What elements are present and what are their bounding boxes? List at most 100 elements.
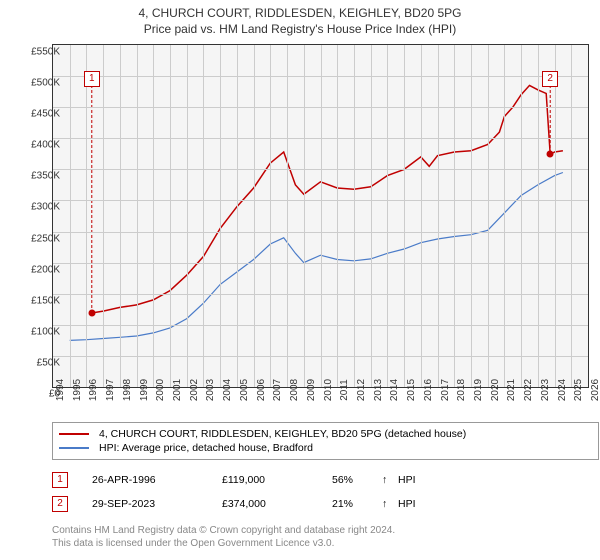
chart-subtitle: Price paid vs. HM Land Registry's House … [0, 22, 600, 36]
marker-dot [547, 151, 554, 158]
title-block: 4, CHURCH COURT, RIDDLESDEN, KEIGHLEY, B… [0, 0, 600, 36]
gridline-v [304, 45, 305, 387]
gridline-v [421, 45, 422, 387]
x-tick-label: 2015 [406, 379, 417, 401]
sale-vs-label: HPI [398, 498, 416, 510]
gridline-v [438, 45, 439, 387]
x-tick-label: 1997 [105, 379, 116, 401]
y-tick-label: £500K [31, 78, 60, 89]
x-tick-label: 2009 [306, 379, 317, 401]
gridline-v [471, 45, 472, 387]
gridline-v [237, 45, 238, 387]
x-tick-label: 2007 [272, 379, 283, 401]
x-tick-label: 2001 [172, 379, 183, 401]
x-tick-label: 2000 [155, 379, 166, 401]
y-tick-label: £550K [31, 47, 60, 58]
gridline-v [70, 45, 71, 387]
gridline-v [521, 45, 522, 387]
y-tick-label: £250K [31, 233, 60, 244]
x-tick-label: 2006 [256, 379, 267, 401]
gridline-v [404, 45, 405, 387]
marker-badge: 1 [84, 71, 100, 87]
x-tick-label: 2024 [557, 379, 568, 401]
gridline-v [454, 45, 455, 387]
gridline-v [270, 45, 271, 387]
sale-pct: 56% [332, 474, 382, 486]
gridline-v [321, 45, 322, 387]
y-tick-label: £400K [31, 140, 60, 151]
x-tick-label: 2021 [506, 379, 517, 401]
plot-area: 12 [52, 44, 589, 388]
x-tick-label: 2005 [239, 379, 250, 401]
chart-title: 4, CHURCH COURT, RIDDLESDEN, KEIGHLEY, B… [0, 6, 600, 20]
series-line [92, 85, 563, 313]
series-line [70, 173, 563, 341]
sale-price: £374,000 [222, 498, 332, 510]
gridline-v [488, 45, 489, 387]
legend-box: 4, CHURCH COURT, RIDDLESDEN, KEIGHLEY, B… [52, 422, 599, 460]
gridline-v [337, 45, 338, 387]
y-tick-label: £50K [37, 357, 60, 368]
x-tick-label: 2002 [189, 379, 200, 401]
chart-container: 4, CHURCH COURT, RIDDLESDEN, KEIGHLEY, B… [0, 0, 600, 560]
gridline-v [86, 45, 87, 387]
x-tick-label: 1999 [139, 379, 150, 401]
gridline-v [120, 45, 121, 387]
x-tick-label: 2026 [590, 379, 600, 401]
x-tick-label: 2018 [456, 379, 467, 401]
sale-price: £119,000 [222, 474, 332, 486]
y-tick-label: £150K [31, 295, 60, 306]
sale-date: 29-SEP-2023 [92, 498, 222, 510]
footer-line-2: This data is licensed under the Open Gov… [52, 537, 600, 550]
gridline-v [371, 45, 372, 387]
gridline-v [187, 45, 188, 387]
marker-badge: 2 [542, 71, 558, 87]
gridline-v [287, 45, 288, 387]
up-arrow-icon: ↑ [382, 498, 398, 510]
gridline-v [220, 45, 221, 387]
gridline-v [354, 45, 355, 387]
y-tick-label: £450K [31, 109, 60, 120]
x-tick-label: 2011 [339, 379, 350, 401]
footer-line-1: Contains HM Land Registry data © Crown c… [52, 524, 600, 537]
gridline-v [555, 45, 556, 387]
x-tick-label: 1998 [122, 379, 133, 401]
x-tick-label: 2017 [440, 379, 451, 401]
sale-date: 26-APR-1996 [92, 474, 222, 486]
legend-swatch [59, 447, 89, 449]
sale-row: 1 26-APR-1996 £119,000 56% ↑ HPI [52, 468, 600, 492]
legend-swatch [59, 433, 89, 435]
gridline-v [153, 45, 154, 387]
gridline-v [538, 45, 539, 387]
gridline-v [571, 45, 572, 387]
legend-label: HPI: Average price, detached house, Brad… [99, 442, 313, 454]
gridline-v [504, 45, 505, 387]
marker-dot [88, 310, 95, 317]
x-tick-label: 1996 [88, 379, 99, 401]
x-tick-label: 1995 [72, 379, 83, 401]
y-tick-label: £300K [31, 202, 60, 213]
x-tick-label: 2022 [523, 379, 534, 401]
gridline-v [103, 45, 104, 387]
x-tick-label: 2003 [205, 379, 216, 401]
sale-vs-label: HPI [398, 474, 416, 486]
legend-item: HPI: Average price, detached house, Brad… [59, 441, 592, 455]
y-tick-label: £100K [31, 326, 60, 337]
x-tick-label: 2020 [490, 379, 501, 401]
gridline-v [137, 45, 138, 387]
legend-item: 4, CHURCH COURT, RIDDLESDEN, KEIGHLEY, B… [59, 427, 592, 441]
gridline-v [170, 45, 171, 387]
legend-label: 4, CHURCH COURT, RIDDLESDEN, KEIGHLEY, B… [99, 428, 466, 440]
x-tick-label: 2025 [573, 379, 584, 401]
x-tick-label: 2012 [356, 379, 367, 401]
sale-pct: 21% [332, 498, 382, 510]
gridline-v [387, 45, 388, 387]
sale-rows: 1 26-APR-1996 £119,000 56% ↑ HPI 2 29-SE… [52, 468, 600, 516]
sale-marker-badge: 1 [52, 472, 68, 488]
x-tick-label: 2014 [389, 379, 400, 401]
x-tick-label: 2019 [473, 379, 484, 401]
x-tick-label: 2008 [289, 379, 300, 401]
x-tick-label: 2010 [323, 379, 334, 401]
x-tick-label: 1994 [55, 379, 66, 401]
y-tick-label: £350K [31, 171, 60, 182]
